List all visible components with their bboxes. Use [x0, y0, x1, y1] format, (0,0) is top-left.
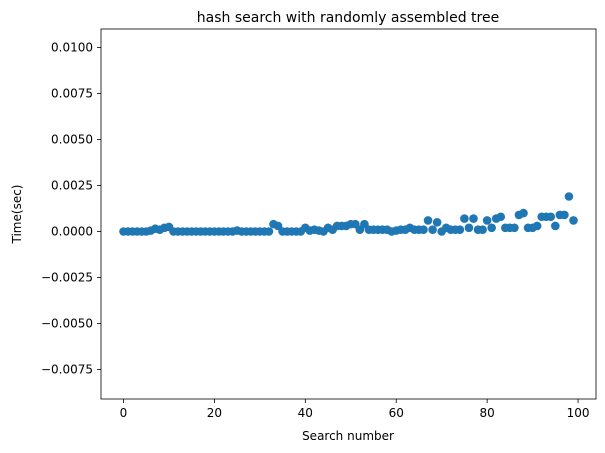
- data-point: [455, 225, 465, 234]
- data-point: [264, 227, 274, 236]
- x-tick-label: 80: [479, 406, 494, 420]
- data-point: [532, 221, 542, 231]
- data-point: [464, 223, 474, 233]
- data-point: [510, 223, 519, 233]
- x-tick-label: 40: [298, 406, 313, 420]
- y-tick-label: 0.0100: [51, 40, 93, 54]
- data-point: [564, 192, 574, 201]
- data-point: [478, 225, 487, 234]
- data-point: [432, 217, 442, 227]
- data-point: [546, 212, 556, 222]
- chart-title: hash search with randomly assembled tree: [197, 10, 499, 26]
- x-axis-label: Search number: [302, 429, 394, 443]
- x-tick-label: 60: [389, 406, 404, 420]
- data-point: [482, 216, 492, 225]
- y-tick-label: −0.0025: [41, 271, 93, 285]
- y-tick-label: 0.0000: [51, 224, 93, 238]
- y-tick-label: 0.0025: [51, 178, 93, 192]
- y-tick-label: −0.0075: [41, 363, 93, 377]
- y-tick-label: 0.0075: [51, 86, 93, 100]
- data-point: [569, 216, 578, 225]
- y-axis-label: Time(sec): [10, 185, 24, 245]
- data-point: [423, 216, 433, 225]
- data-point: [560, 210, 569, 220]
- y-tick-label: −0.0050: [41, 317, 93, 331]
- data-point: [419, 225, 428, 234]
- x-tick-label: 0: [120, 406, 128, 420]
- x-axis-ticks: 0 20 40 60 80 100: [120, 399, 590, 420]
- data-point: [469, 214, 478, 223]
- x-tick-label: 20: [207, 406, 222, 420]
- x-tick-label: 100: [567, 406, 590, 420]
- data-point: [460, 214, 469, 223]
- plot-frame: [100, 28, 597, 400]
- data-point: [519, 208, 528, 218]
- y-tick-label: 0.0050: [51, 132, 93, 146]
- y-axis-ticks: −0.0075 −0.0050 −0.0025 0.0000 0.0025 0.0050 0…: [41, 40, 101, 377]
- data-point: [428, 225, 437, 234]
- data-point: [496, 212, 506, 222]
- data-points: [119, 192, 578, 236]
- data-point: [551, 221, 560, 231]
- data-point: [487, 223, 496, 233]
